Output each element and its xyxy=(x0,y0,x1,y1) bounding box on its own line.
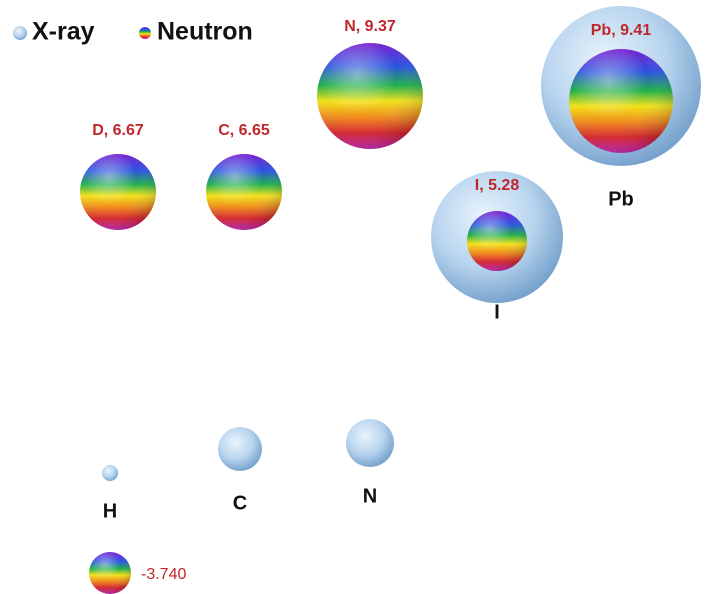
legend-xray-icon xyxy=(13,26,27,40)
legend-label: Neutron xyxy=(157,18,253,46)
xray-sphere xyxy=(102,465,118,481)
scattering-diagram: X-ray Neutron N, 9.37 Pb, 9.41 D, 6.67 C… xyxy=(0,0,709,594)
neutron-label: C, 6.65 xyxy=(218,122,270,139)
neutron-spheres xyxy=(80,43,673,594)
xray-label: C xyxy=(233,492,247,514)
negative-label: -3.740 xyxy=(141,566,186,583)
neutron-label: Pb, 9.41 xyxy=(591,22,652,39)
xray-label: N xyxy=(363,485,377,507)
xray-label: Pb xyxy=(608,188,634,210)
xray-label: H xyxy=(103,500,117,522)
xray-label: I xyxy=(494,301,500,323)
xray-sphere xyxy=(346,419,394,467)
legend-neutron-icon xyxy=(139,27,151,39)
neutron-label: I, 5.28 xyxy=(475,177,520,194)
neutron-label: D, 6.67 xyxy=(92,122,144,139)
neutron-label: N, 9.37 xyxy=(344,18,396,35)
legend-label: X-ray xyxy=(32,18,95,46)
xray-sphere xyxy=(218,427,262,471)
